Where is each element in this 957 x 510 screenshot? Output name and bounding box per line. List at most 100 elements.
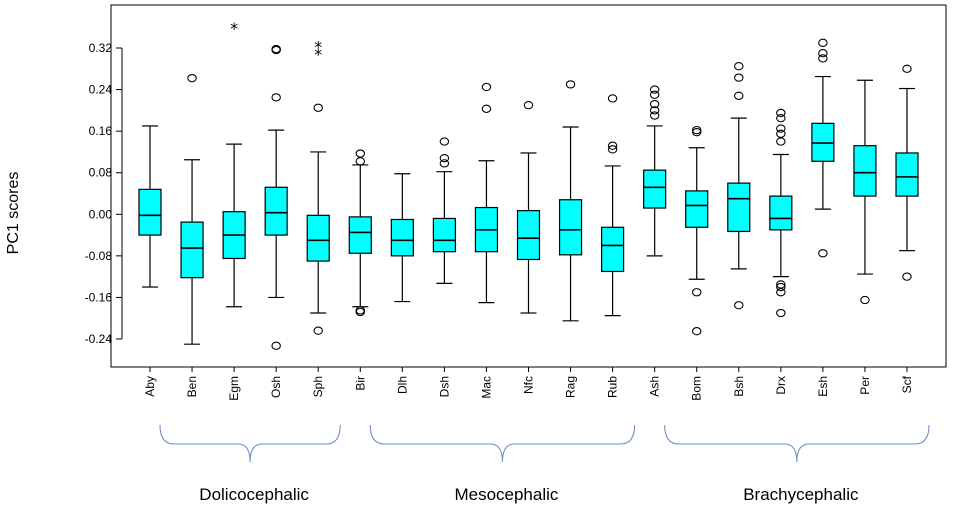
outlier-point <box>776 282 786 292</box>
x-tick-label: Rub <box>606 376 620 398</box>
box-scf <box>895 64 919 281</box>
outlier-point <box>355 149 366 158</box>
iqr-box <box>432 217 456 253</box>
iqr-box <box>348 216 372 254</box>
outlier-point <box>691 128 702 137</box>
y-tick-label: 0.16 <box>89 124 113 138</box>
outlier-point <box>734 301 744 310</box>
box-sph: ** <box>306 37 330 335</box>
x-tick-label: Esh <box>816 376 830 397</box>
group-bracket <box>159 424 341 463</box>
outlier-point <box>481 82 492 92</box>
x-tick-label: Ben <box>185 376 199 397</box>
x-tick-label: Dlh <box>395 376 409 394</box>
outlier-point <box>734 91 744 100</box>
outlier-point <box>902 272 912 281</box>
outlier-point <box>649 85 660 94</box>
outlier-point <box>776 137 786 146</box>
box-bsh <box>727 62 751 310</box>
x-tick-label: Osh <box>269 376 283 398</box>
outlier-point <box>776 108 786 118</box>
outlier-point <box>313 103 323 112</box>
outlier-point <box>607 94 618 103</box>
outlier-point <box>523 101 534 110</box>
x-tick-label: Drx <box>774 376 788 395</box>
outlier-point <box>565 80 576 89</box>
outlier-point <box>818 49 828 58</box>
group-bracket <box>664 424 930 463</box>
box-esh <box>811 38 835 258</box>
outlier-point <box>355 306 366 315</box>
outlier-point <box>271 44 281 54</box>
iqr-box <box>516 210 541 261</box>
group-bracket <box>369 424 636 463</box>
outlier-point <box>818 54 828 63</box>
outlier-point <box>691 327 702 336</box>
outlier-point <box>691 125 702 135</box>
outlier-point <box>355 157 366 166</box>
outlier-point <box>481 104 492 113</box>
box-ben <box>180 73 204 345</box>
x-tick-label: Aby <box>143 376 157 397</box>
extreme-point: * <box>314 37 322 56</box>
x-tick-label: Bir <box>353 376 367 391</box>
box-nfc <box>516 101 541 314</box>
x-tick-label: Sph <box>311 376 325 397</box>
outlier-point <box>187 73 197 83</box>
y-tick-label: 0.00 <box>89 207 113 221</box>
outlier-point <box>649 111 660 120</box>
outlier-point <box>860 295 870 305</box>
iqr-box <box>769 195 793 231</box>
box-bom <box>685 125 709 336</box>
box-dsh <box>432 137 456 284</box>
x-tick-label: Nfc <box>522 376 536 394</box>
outlier-point <box>649 99 660 109</box>
outlier-point <box>691 288 702 297</box>
iqr-box <box>727 182 751 233</box>
group-label: Dolicocephalic <box>199 485 309 504</box>
box-ash <box>643 85 667 257</box>
outlier-point <box>607 145 618 154</box>
x-tick-label: Mac <box>479 376 493 399</box>
x-tick-label: Dsh <box>437 376 451 397</box>
outlier-point <box>776 288 786 297</box>
box-rag <box>558 80 583 322</box>
iqr-box <box>643 169 667 209</box>
outlier-point <box>313 326 323 335</box>
box-per <box>853 79 877 305</box>
outlier-point <box>439 154 450 163</box>
iqr-box <box>264 186 288 236</box>
x-tick-label: Rag <box>564 376 578 398</box>
outlier-point <box>607 141 618 150</box>
x-tick-label: Bsh <box>732 376 746 397</box>
outlier-point <box>439 159 450 168</box>
iqr-box <box>390 218 414 257</box>
y-axis-label: PC1 scores <box>5 172 22 255</box>
y-tick-label: 0.08 <box>89 166 113 180</box>
extreme-point: * <box>230 19 238 38</box>
iqr-box <box>558 199 583 256</box>
x-tick-label: Ash <box>648 376 662 397</box>
y-tick-label: 0.24 <box>89 83 113 97</box>
box-rub <box>601 94 625 317</box>
iqr-box <box>180 221 204 279</box>
y-tick-label: -0.24 <box>85 332 113 346</box>
group-label: Mesocephalic <box>454 485 558 504</box>
x-tick-label: Scf <box>900 375 914 393</box>
iqr-box <box>853 145 877 197</box>
outlier-point <box>271 93 281 102</box>
outlier-point <box>776 308 786 318</box>
outlier-point <box>776 124 786 133</box>
box-aby <box>138 125 162 288</box>
outlier-point <box>439 137 450 146</box>
x-tick-label: Per <box>858 376 872 395</box>
outlier-point <box>649 90 660 99</box>
group-brackets: Dolicocephalic Mesocephalic Brachycephalic <box>159 424 930 504</box>
iqr-box <box>138 188 162 236</box>
x-axis-tick-labels: Aby Ben Egm Osh Sph Bir Dlh Dsh Mac Nfc Rag Rub Ash B… <box>143 367 914 401</box>
box-mac <box>474 82 499 304</box>
x-tick-label: Egm <box>227 376 241 401</box>
outlier-point <box>776 114 786 123</box>
box-bir <box>348 149 372 317</box>
